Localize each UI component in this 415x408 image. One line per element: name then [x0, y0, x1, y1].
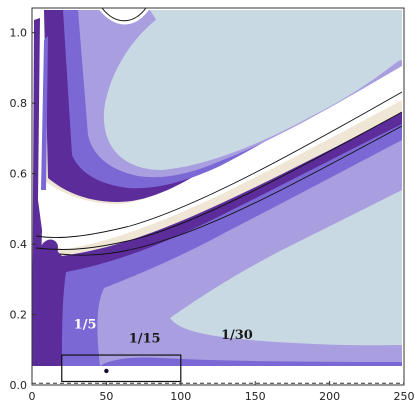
y-tick-label: 0.8	[10, 97, 28, 110]
contour-line-2	[35, 111, 403, 250]
upper-band	[44, 7, 402, 204]
y-tick-label: 1.0	[10, 27, 28, 40]
valley-contours	[35, 91, 403, 256]
y-tick-label: 0.2	[10, 309, 28, 322]
filament-2	[41, 36, 48, 190]
top-contour-line	[101, 7, 147, 22]
y-tick-label: 0.0	[10, 379, 28, 392]
x-tick-label: 150	[245, 390, 266, 403]
x-tick-label: 250	[394, 390, 415, 403]
x-tick-label: 200	[319, 390, 340, 403]
y-tick-label: 0.6	[10, 168, 28, 181]
x-axis: 0 50 100 150 200 250	[29, 390, 415, 403]
region-label-1-30: 1/30	[221, 328, 253, 343]
highlight-box	[61, 354, 182, 383]
contour-line-1	[35, 91, 403, 238]
marker-point	[104, 368, 109, 374]
y-axis: 0.0 0.2 0.4 0.6 0.8 1.0	[10, 27, 28, 392]
region-label-1-5: 1/5	[74, 318, 97, 333]
x-tick-label: 50	[99, 390, 113, 403]
left-filaments	[32, 18, 58, 366]
contour-line-3	[59, 125, 403, 256]
region-label-1-15: 1/15	[129, 332, 161, 347]
top-white-notch	[98, 8, 150, 25]
plot-frame	[31, 7, 405, 386]
y-tick-label: 0.4	[10, 238, 28, 251]
upper-band-outer-center	[150, 10, 402, 83]
x-tick-label: 100	[170, 390, 191, 403]
x-tick-label: 0	[29, 390, 36, 403]
tick-marks	[31, 32, 405, 386]
filament-3	[36, 239, 58, 366]
lower-band-outer-2	[220, 215, 402, 341]
